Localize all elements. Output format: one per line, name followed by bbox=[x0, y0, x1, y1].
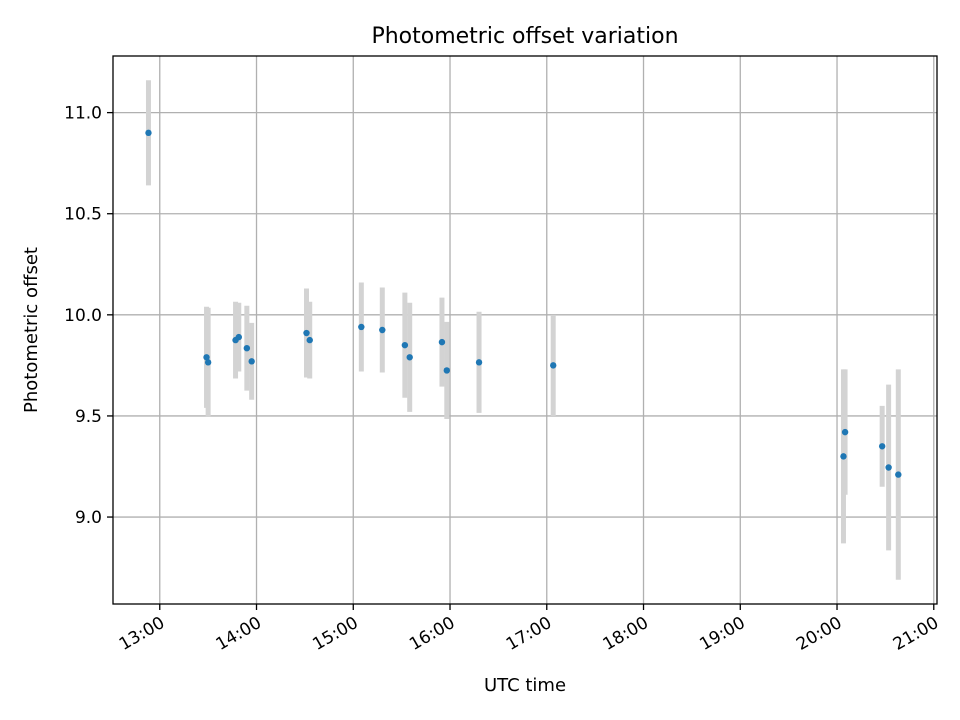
ticks: 13:00 14:00 15:00 16:00 17:00 18:00 19:00 20:00… bbox=[64, 104, 942, 655]
data-point bbox=[841, 428, 849, 436]
plot-frame bbox=[112, 55, 938, 605]
data-point bbox=[895, 471, 902, 478]
x-tick-label: 15:00 bbox=[309, 613, 361, 655]
data-point bbox=[443, 367, 450, 374]
x-tick-label: 21:00 bbox=[890, 613, 942, 655]
data-point bbox=[358, 323, 365, 331]
x-tick-label: 14:00 bbox=[213, 613, 265, 655]
y-tick-label: 9.0 bbox=[75, 508, 102, 528]
error-bars bbox=[145, 80, 901, 580]
data-point bbox=[306, 336, 313, 344]
x-tick-label: 16:00 bbox=[406, 613, 458, 655]
x-tick-label: 17:00 bbox=[503, 613, 555, 655]
data-point bbox=[406, 354, 413, 361]
x-tick-label: 18:00 bbox=[600, 613, 652, 655]
data-point bbox=[379, 326, 386, 334]
data-point bbox=[303, 329, 310, 337]
data-point bbox=[475, 359, 483, 366]
data-point bbox=[878, 443, 886, 450]
data-point bbox=[550, 362, 557, 369]
y-axis-label: Photometric offset bbox=[21, 247, 42, 413]
y-tick-label: 10.0 bbox=[64, 306, 102, 326]
data-point bbox=[203, 354, 210, 361]
data-point bbox=[204, 359, 212, 366]
data-point bbox=[248, 358, 255, 365]
x-axis-label: UTC time bbox=[484, 675, 566, 696]
grid bbox=[113, 56, 937, 604]
data-point bbox=[235, 333, 242, 341]
data-points bbox=[145, 129, 902, 478]
y-tick-label: 11.0 bbox=[64, 104, 102, 124]
chart-title: Photometric offset variation bbox=[371, 24, 678, 49]
x-tick-label: 20:00 bbox=[793, 613, 845, 655]
data-point bbox=[840, 453, 847, 460]
y-tick-label: 10.5 bbox=[64, 205, 102, 225]
y-tick-label: 9.5 bbox=[75, 407, 102, 427]
data-point bbox=[145, 129, 152, 137]
data-point bbox=[438, 338, 446, 346]
x-tick-label: 19:00 bbox=[696, 613, 748, 655]
data-point bbox=[243, 344, 251, 352]
x-tick-label: 13:00 bbox=[116, 613, 168, 655]
data-point bbox=[885, 464, 892, 471]
data-point bbox=[401, 341, 409, 349]
